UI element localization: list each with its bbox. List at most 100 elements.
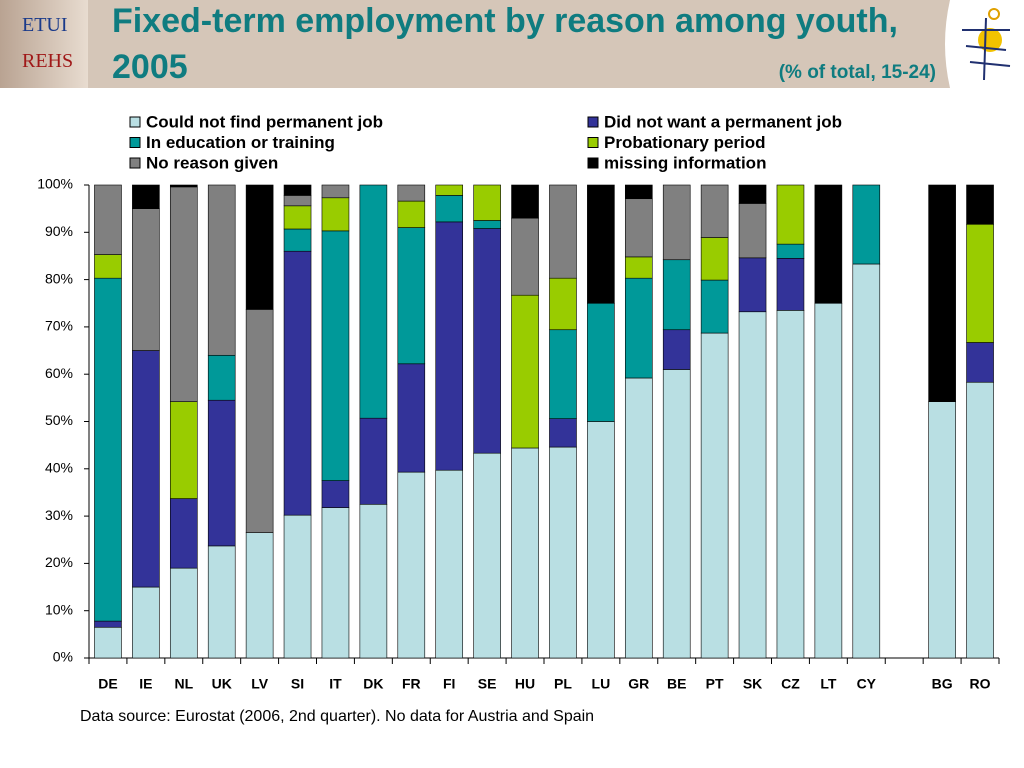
bar-segment xyxy=(966,342,994,383)
bar-segment xyxy=(283,250,312,516)
x-tick-label: RO xyxy=(970,676,991,692)
bar-segment xyxy=(776,258,805,311)
legend-label: missing information xyxy=(604,153,766,172)
bar-segment xyxy=(587,184,615,304)
bar-segment xyxy=(321,480,350,508)
bar-segment xyxy=(207,184,236,356)
bar-segment xyxy=(359,417,388,505)
bar-segment xyxy=(966,184,994,225)
x-tick-label: PL xyxy=(554,676,572,692)
x-tick-label: CY xyxy=(857,676,877,692)
bar-segment xyxy=(549,446,577,659)
y-tick-label: 10% xyxy=(45,601,73,617)
bar-segment xyxy=(321,507,350,659)
legend-label: In education or training xyxy=(146,133,335,152)
x-tick-label: IE xyxy=(139,676,152,692)
bar-segment xyxy=(283,195,312,207)
bar-segment xyxy=(169,186,198,402)
bar-segment xyxy=(624,184,653,200)
bar-segment xyxy=(738,203,767,259)
x-tick-label: BE xyxy=(667,676,686,692)
bar-segment xyxy=(94,620,122,628)
legend-swatch xyxy=(587,137,599,148)
bar-segment xyxy=(966,223,994,343)
legend-swatch xyxy=(587,157,599,169)
bar-segment xyxy=(397,227,426,365)
x-tick-label: LU xyxy=(592,676,611,692)
title: Fixed-term employment by reason among yo… xyxy=(112,2,898,86)
x-tick-label: NL xyxy=(174,676,193,692)
note: Data source: Eurostat (2006, 2nd quarter… xyxy=(80,708,595,725)
x-tick-label: LV xyxy=(251,676,269,692)
bar-segment xyxy=(473,184,501,221)
bar-segment xyxy=(662,369,691,659)
bar-segment xyxy=(132,586,160,659)
legend-label: Did not want a permanent job xyxy=(604,112,842,131)
bar-segment xyxy=(700,279,729,334)
bar-segment xyxy=(738,257,767,313)
bar-segment xyxy=(852,263,881,659)
header: ETUI REHS Fixed-term employment by reaso… xyxy=(0,0,1024,88)
bar-segment xyxy=(738,311,767,659)
bar-segment xyxy=(814,184,843,304)
bar-segment xyxy=(245,532,274,659)
x-tick-label: SI xyxy=(291,676,304,692)
bar-segment xyxy=(624,377,653,659)
y-tick-label: 50% xyxy=(45,412,73,428)
bar-segment xyxy=(283,184,312,196)
bar-segment xyxy=(132,350,160,588)
bar-segment xyxy=(94,277,122,622)
y-tick-label: 60% xyxy=(45,365,73,381)
x-tick-label: PT xyxy=(706,676,724,692)
bar-segment xyxy=(359,184,388,419)
bar-segment xyxy=(169,567,198,659)
subtitle: (% of total, 15-24) xyxy=(778,62,936,83)
x-tick-label: UK xyxy=(212,676,232,692)
y-tick-label: 0% xyxy=(53,649,73,665)
bar-segment xyxy=(359,503,388,659)
bar-segment xyxy=(169,401,198,499)
x-tick-label: GR xyxy=(628,676,649,692)
bar-segment xyxy=(169,184,198,188)
bar-segment xyxy=(94,184,122,255)
bar-segment xyxy=(549,184,577,279)
legend-label: Probationary period xyxy=(604,133,766,152)
bar-segment xyxy=(473,452,501,659)
bar-segment xyxy=(549,277,577,331)
legend-swatch xyxy=(129,116,141,128)
bar-segment xyxy=(397,471,426,659)
bar-segment xyxy=(700,332,729,659)
bar-segment xyxy=(283,514,312,659)
bar-segment xyxy=(435,221,464,471)
bar-segment xyxy=(207,545,236,659)
bar-segment xyxy=(169,498,198,569)
x-tick-label: CZ xyxy=(781,676,800,692)
bar-segment xyxy=(662,329,691,370)
x-tick-label: LT xyxy=(820,676,837,692)
y-tick-label: 90% xyxy=(45,223,73,239)
bar-segment xyxy=(814,302,843,659)
bar-segment xyxy=(473,220,501,229)
x-tick-label: BG xyxy=(932,676,953,692)
x-tick-label: DE xyxy=(98,676,117,692)
bar-segment xyxy=(511,184,539,219)
bar-segment xyxy=(435,184,464,196)
bar-segment xyxy=(700,237,729,281)
legend-swatch xyxy=(587,116,599,128)
logo: ETUI REHS xyxy=(0,0,88,88)
bar-segment xyxy=(587,302,615,422)
bar-segment xyxy=(928,184,956,402)
legend-swatch xyxy=(129,157,141,169)
bar-segment xyxy=(624,277,653,379)
bar-segment xyxy=(700,184,729,238)
y-tick-label: 20% xyxy=(45,554,73,570)
bar-segment xyxy=(321,184,350,199)
bar-segment xyxy=(94,254,122,279)
x-tick-label: SE xyxy=(478,676,497,692)
bar-segment xyxy=(207,399,236,547)
legend-swatch xyxy=(129,137,141,148)
bar-segment xyxy=(587,421,615,659)
bar-segment xyxy=(321,230,350,481)
bar-segment xyxy=(245,309,274,533)
